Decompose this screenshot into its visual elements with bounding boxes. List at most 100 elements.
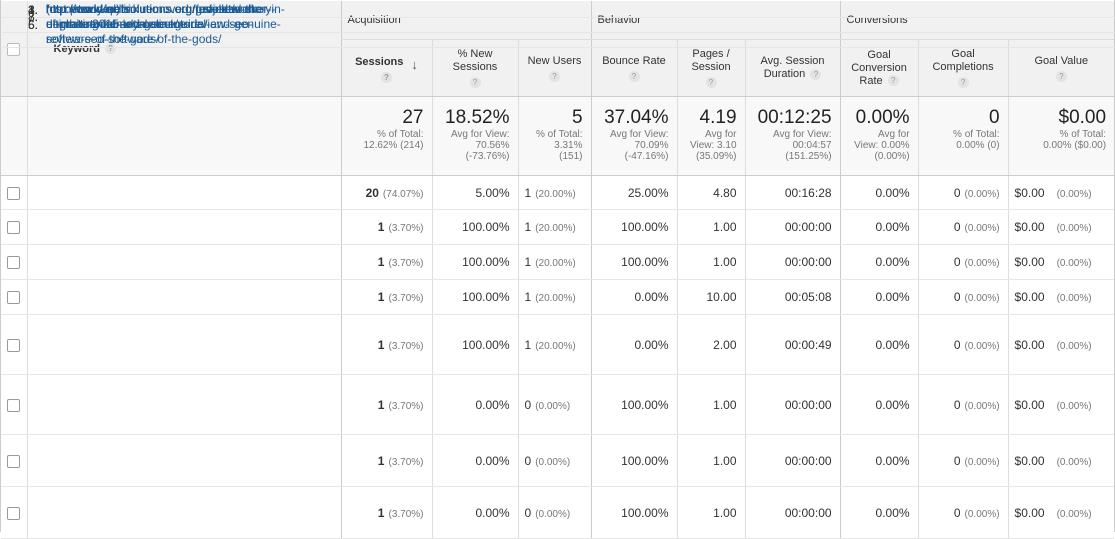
table-row[interactable]: 1. (not provided) 20 (74.07%) 5.00% 1 (20.00%)…	[1, 2, 1115, 210]
help-icon[interactable]: ?	[628, 70, 640, 82]
table-row[interactable]: 6. http://www.inetsolutions.org/gsa-searc…	[1, 2, 1115, 435]
table-row[interactable]: 4. http://www.inetsolutions.org/1 (3.70%) 1…	[1, 2, 1115, 315]
cell-avg-duration: 00:16:28	[744, 175, 841, 210]
cell-goal-conv-rate: 0.00%	[839, 434, 919, 487]
row-index: 8.	[2, 2, 44, 33]
keyword-link-line[interactable]: ultimate-2015-local-seo-guide/	[46, 17, 208, 31]
col-new-users[interactable]: New Users ?	[517, 39, 592, 97]
row-checkbox-cell[interactable]	[1, 434, 27, 487]
total-compare-line: 70.09%	[634, 140, 669, 151]
col-avg-session-duration[interactable]: Avg. Session Duration ?	[744, 39, 841, 97]
col-goal-value[interactable]: Goal Value ?	[1007, 39, 1115, 97]
table-row[interactable]: 7. http://www.inetsolutions.org/project/a…	[1, 2, 1115, 487]
col-label-line1: % New	[457, 48, 493, 60]
cell-sessions: 20 (74.07%)	[340, 175, 432, 210]
col-sessions[interactable]: Sessions ↓ ?	[340, 39, 432, 97]
totals-empty-cell	[1, 96, 27, 176]
keyword-link-text[interactable]: http://www.inetsolutions.org/revealed-th…	[46, 2, 266, 31]
cell-sessions: 1 (3.70%)	[340, 434, 432, 487]
col-pages-session[interactable]: Pages / Session ?	[676, 39, 746, 97]
cell-value: $0.00	[1014, 505, 1045, 520]
totals-row: 27% of Total: 12.62% (214) 18.52% Avg for V…	[1, 96, 1115, 176]
help-icon[interactable]: ?	[105, 43, 117, 55]
cell-value: 0	[953, 397, 961, 412]
cell-goal-conv-rate: 0.00%	[839, 374, 919, 435]
cell-avg-duration: 00:00:00	[744, 486, 841, 539]
keyword-cell: 2. fcs networker link removed no follow	[2, 2, 1115, 245]
cell-goal-completions: 0 (0.00%)	[917, 209, 1009, 245]
total-compare-line: (151)	[559, 151, 583, 162]
col-label-line1: Goal Value	[1034, 54, 1089, 67]
cell-percent: (20.00%)	[535, 293, 576, 304]
cell-percent: (0.00%)	[1056, 508, 1092, 520]
table-row[interactable]: 3. http://ow.ly/qclhi 1 (3.70%) 100.00% 1 (20.…	[1, 2, 1115, 280]
keyword-link-line[interactable]: review-seo-software-of-the-gods/	[46, 32, 222, 46]
col-new-sessions[interactable]: % New Sessions ?	[431, 39, 518, 97]
row-checkbox-cell[interactable]	[1, 244, 27, 280]
col-bounce-rate[interactable]: Bounce Rate ?	[590, 39, 678, 97]
cell-percent: (0.00%)	[964, 223, 1000, 234]
cell-percent: (74.07%)	[382, 188, 424, 200]
cell-bounce-rate: 100.00%	[590, 244, 678, 280]
row-checkbox-cell[interactable]	[1, 314, 27, 375]
help-icon[interactable]: ?	[381, 71, 392, 83]
totals-empty-cell	[26, 96, 341, 176]
cell-percent: (20.00%)	[535, 258, 576, 269]
total-compare-line: (-47.16%)	[624, 151, 669, 162]
keyword-link-line[interactable]: http://www.inetsolutions.org/revealed-th…	[46, 2, 267, 16]
help-icon[interactable]: ?	[469, 77, 481, 88]
cell-percent: (3.70%)	[388, 223, 424, 234]
row-checkbox[interactable]	[7, 454, 21, 468]
cell-goal-completions: 0 (0.00%)	[917, 175, 1009, 210]
col-label-line1: Goal	[951, 48, 975, 60]
cell-value: 1	[377, 505, 385, 520]
help-icon[interactable]: ?	[810, 68, 822, 80]
cell-value: 0	[953, 290, 961, 304]
keyword-link[interactable]: http://www.inetsolutions.org/revealed-th…	[44, 2, 1115, 33]
total-compare-line: View: 3.10	[690, 140, 737, 151]
cell-bounce-rate: 100.00%	[590, 486, 678, 539]
cell-goal-value: $0.00 (0.00%)	[1007, 209, 1115, 245]
cell-goal-conv-rate: 0.00%	[839, 314, 919, 375]
cell-value: $0.00	[1014, 337, 1045, 352]
cell-goal-value: $0.00 (0.00%)	[1007, 486, 1115, 539]
row-checkbox[interactable]	[7, 398, 21, 412]
col-label-line1: Bounce Rate	[602, 54, 666, 67]
row-checkbox-cell[interactable]	[1, 486, 27, 539]
row-checkbox-cell[interactable]	[1, 209, 27, 245]
row-checkbox[interactable]	[7, 221, 21, 235]
col-label-line2: Session	[691, 61, 731, 73]
col-goal-conversion-rate[interactable]: Goal Conversion Rate ?	[839, 39, 919, 97]
cell-bounce-rate: 0.00%	[590, 279, 678, 315]
cell-goal-completions: 0 (0.00%)	[917, 279, 1009, 315]
cell-new-users: 0 (0.00%)	[517, 434, 592, 487]
cell-percent: (3.70%)	[388, 400, 424, 412]
cell-sessions: 1 (3.70%)	[340, 486, 432, 539]
row-checkbox-cell[interactable]	[1, 374, 27, 435]
cell-avg-duration: 00:00:49	[744, 314, 841, 375]
cell-bounce-rate: 100.00%	[590, 434, 678, 487]
help-icon[interactable]: ?	[1055, 70, 1067, 82]
table-row[interactable]: 2. fcs networker link removed no follow 1(…	[1, 2, 1115, 245]
table-row[interactable]: 5. http://www.inetsolutions.org/fcs-netwo…	[1, 2, 1115, 375]
help-icon[interactable]: ?	[887, 75, 899, 87]
row-checkbox[interactable]	[7, 506, 21, 520]
row-checkbox[interactable]	[7, 256, 21, 270]
row-checkbox[interactable]	[7, 338, 21, 352]
row-checkbox[interactable]	[7, 291, 21, 305]
cell-bounce-rate: 25.00%	[590, 175, 678, 210]
col-label-line3: Rate	[859, 74, 883, 87]
cell-value: 0	[953, 337, 961, 352]
help-icon[interactable]: ?	[705, 77, 717, 88]
row-checkbox[interactable]	[7, 186, 21, 200]
help-icon[interactable]: ?	[549, 70, 560, 82]
col-goal-completions[interactable]: Goal Completions ?	[917, 39, 1009, 97]
cell-percent: (3.70%)	[388, 293, 424, 304]
row-checkbox-cell[interactable]	[1, 279, 27, 315]
total-sessions: 27% of Total: 12.62% (214)	[340, 96, 432, 176]
row-checkbox-cell[interactable]	[1, 175, 27, 210]
total-compare-line: Avg for	[705, 129, 737, 140]
cell-value: 0	[953, 185, 961, 200]
help-icon[interactable]: ?	[957, 77, 969, 88]
